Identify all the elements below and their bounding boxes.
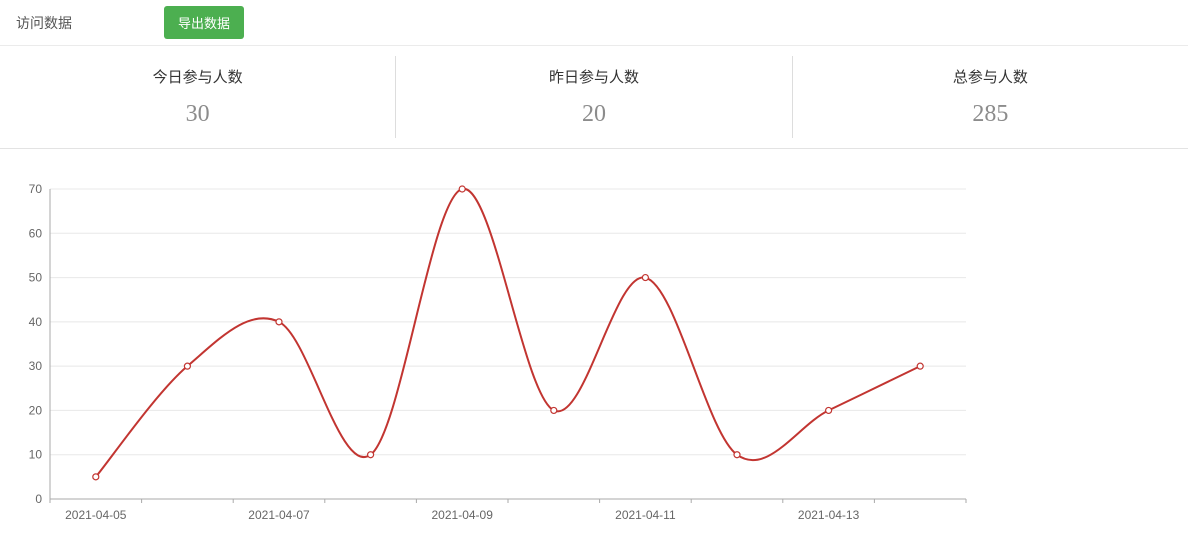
data-point-marker[interactable] — [824, 406, 833, 415]
series-line — [95, 187, 921, 478]
data-point-marker[interactable] — [916, 362, 924, 370]
export-data-button[interactable]: 导出数据 — [164, 6, 245, 39]
stats-row: 今日参与人数 30 昨日参与人数 20 总参与人数 285 — [0, 46, 1188, 149]
y-axis-tick-label: 40 — [29, 315, 43, 329]
stat-today-value: 30 — [185, 101, 210, 127]
x-axis-tick-label: 2021-04-13 — [798, 508, 860, 522]
stat-yesterday-value: 20 — [581, 101, 606, 127]
stat-total: 总参与人数 285 — [791, 56, 1188, 138]
data-point-marker[interactable] — [92, 473, 100, 481]
stat-total-value: 285 — [972, 101, 1009, 127]
chart-container: 0 10 20 30 40 50 60 70 2021-04-05 2021-04-07 2021-… — [0, 149, 1188, 538]
data-point-marker[interactable] — [458, 185, 466, 193]
top-bar: 访问数据 导出数据 — [0, 0, 1188, 46]
data-point-marker[interactable] — [275, 318, 283, 326]
data-point-marker[interactable] — [367, 451, 375, 459]
x-axis-tick-label: 2021-04-11 — [615, 508, 676, 522]
data-point-marker[interactable] — [733, 451, 741, 459]
y-axis-tick-label: 50 — [29, 271, 43, 285]
y-axis-tick-label: 20 — [29, 403, 43, 417]
x-axis-tick-label: 2021-04-07 — [248, 508, 310, 522]
stat-yesterday: 昨日参与人数 20 — [395, 56, 791, 138]
y-axis-tick-label: 30 — [29, 359, 43, 373]
y-axis-tick-label: 60 — [29, 226, 43, 240]
stat-yesterday-label: 昨日参与人数 — [548, 69, 639, 86]
data-point-marker[interactable] — [550, 406, 558, 415]
y-axis-tick-label: 10 — [29, 448, 43, 462]
stat-today-label: 今日参与人数 — [152, 69, 243, 86]
data-point-marker[interactable] — [183, 362, 191, 370]
x-axis-tick-label: 2021-04-09 — [432, 508, 494, 522]
y-axis-tick-label: 0 — [35, 492, 42, 506]
x-axis-tick-label: 2021-04-05 — [65, 508, 127, 522]
line-chart: 0 10 20 30 40 50 60 70 2021-04-05 2021-04-07 2021-… — [29, 182, 967, 522]
page-title: 访问数据 — [16, 14, 72, 31]
y-axis-tick-label: 70 — [29, 182, 43, 196]
stat-today: 今日参与人数 30 — [0, 56, 395, 138]
data-point-marker[interactable] — [641, 273, 650, 282]
stat-total-label: 总参与人数 — [952, 69, 1028, 86]
